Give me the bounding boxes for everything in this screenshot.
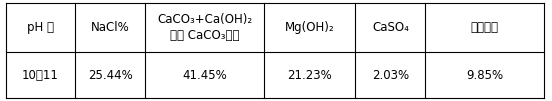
Text: CaSO₄: CaSO₄ [372,21,409,34]
Text: 2.03%: 2.03% [371,69,409,82]
Text: NaCl%: NaCl% [91,21,130,34]
Text: 10～11: 10～11 [22,69,59,82]
Text: 41.45%: 41.45% [182,69,227,82]
Text: 25.44%: 25.44% [88,69,133,82]
Text: Mg(OH)₂: Mg(OH)₂ [285,21,335,34]
Text: CaCO₃+Ca(OH)₂
（以 CaCO₃计）: CaCO₃+Ca(OH)₂ （以 CaCO₃计） [157,13,252,42]
Text: pH 值: pH 值 [27,21,54,34]
Text: 酸不溶物: 酸不溶物 [470,21,498,34]
Text: 9.85%: 9.85% [466,69,503,82]
Text: 21.23%: 21.23% [287,69,332,82]
